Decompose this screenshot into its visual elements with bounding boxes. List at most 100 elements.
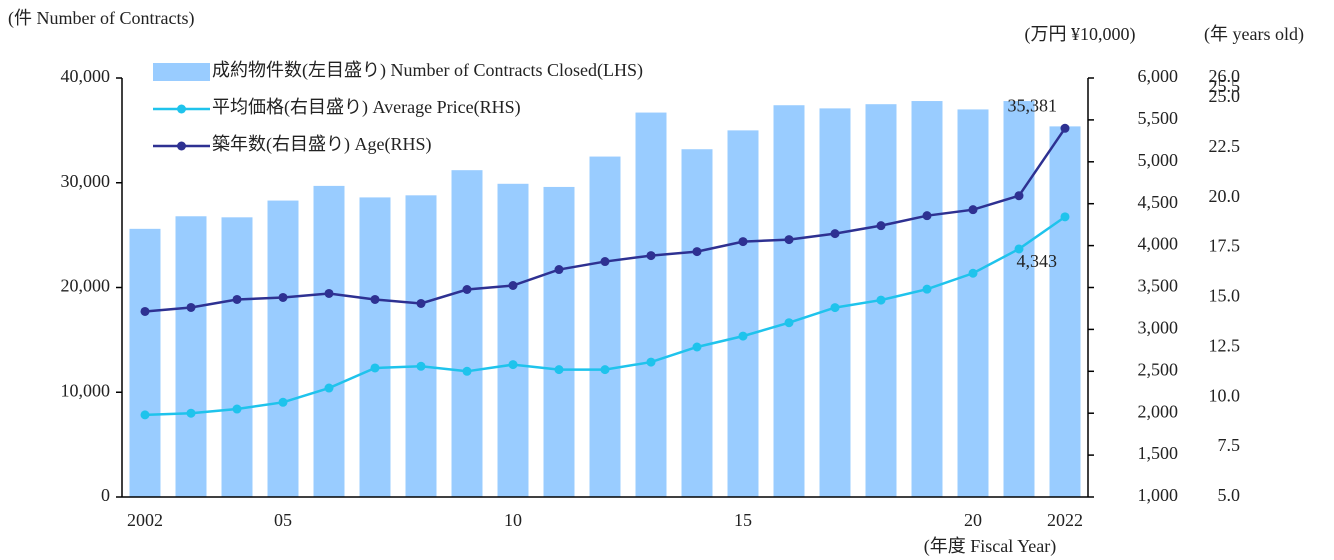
bar	[175, 216, 207, 497]
y3-axis-label: (年 years old)	[1204, 24, 1304, 45]
y3-tick-label: 26.0	[1209, 66, 1241, 86]
bar	[911, 101, 943, 498]
data-label: 4,343	[1017, 251, 1058, 271]
marker	[968, 205, 978, 215]
marker	[600, 365, 610, 375]
marker	[232, 294, 242, 304]
y3-tick-label: 22.5	[1209, 136, 1241, 156]
marker	[646, 357, 656, 367]
y3-tick-label: 7.5	[1218, 435, 1241, 455]
marker	[508, 281, 518, 291]
y-tick-label: 0	[101, 485, 110, 505]
x-tick-label: 2002	[127, 510, 163, 530]
marker	[830, 229, 840, 239]
y2-tick-label: 1,000	[1138, 485, 1179, 505]
marker	[462, 366, 472, 376]
bar	[773, 105, 805, 498]
marker	[324, 383, 334, 393]
marker	[922, 284, 932, 294]
marker	[370, 294, 380, 304]
marker	[416, 298, 426, 308]
marker	[646, 251, 656, 261]
y-axis-label: (件 Number of Contracts)	[8, 8, 194, 29]
y3-tick-label: 20.0	[1209, 186, 1241, 206]
bar	[405, 195, 437, 497]
y2-tick-label: 4,500	[1138, 192, 1179, 212]
data-label: 35,381	[1008, 96, 1058, 116]
y2-tick-label: 2,500	[1138, 359, 1179, 379]
bar	[267, 200, 299, 497]
marker	[692, 247, 702, 257]
y3-tick-label: 17.5	[1209, 236, 1241, 256]
y2-tick-label: 1,500	[1138, 443, 1179, 463]
marker	[278, 397, 288, 407]
marker	[968, 268, 978, 278]
y-tick-label: 10,000	[61, 380, 111, 400]
y3-tick-label: 25.0	[1209, 86, 1241, 106]
legend-label: 平均価格(右目盛り) Average Price(RHS)	[212, 97, 521, 118]
bar	[221, 217, 253, 497]
marker	[278, 292, 288, 302]
marker	[324, 288, 334, 298]
marker	[738, 331, 748, 341]
bar	[1049, 126, 1081, 497]
y2-tick-label: 4,000	[1138, 234, 1179, 254]
marker	[508, 360, 518, 370]
marker	[554, 365, 564, 375]
bar	[589, 156, 621, 497]
legend-swatch	[153, 63, 210, 81]
bar	[129, 228, 161, 497]
marker	[140, 410, 150, 420]
marker	[416, 361, 426, 371]
y2-tick-label: 6,000	[1138, 66, 1179, 86]
legend-label: 築年数(右目盛り) Age(RHS)	[212, 134, 431, 155]
bar	[451, 170, 483, 497]
y3-tick-label: 15.0	[1209, 286, 1241, 306]
bar	[543, 186, 575, 497]
legend-marker	[177, 104, 186, 114]
marker	[738, 237, 748, 247]
bar	[359, 197, 391, 498]
y2-tick-label: 5,500	[1138, 108, 1179, 128]
y2-tick-label: 5,000	[1138, 150, 1179, 170]
x-tick-label: 20	[964, 510, 982, 530]
marker	[692, 342, 702, 352]
marker	[784, 235, 794, 245]
x-tick-label: 15	[734, 510, 752, 530]
y2-tick-label: 3,000	[1138, 318, 1179, 338]
x-axis-label: (年度 Fiscal Year)	[924, 536, 1057, 557]
marker	[140, 306, 150, 316]
y2-tick-label: 3,500	[1138, 276, 1179, 296]
bar	[819, 108, 851, 497]
marker	[830, 303, 840, 313]
marker	[784, 318, 794, 328]
marker	[1060, 123, 1070, 133]
y2-axis-label: (万円 ¥10,000)	[1025, 24, 1136, 45]
bar	[497, 183, 529, 498]
marker	[600, 257, 610, 267]
legend-label: 成約物件数(左目盛り) Number of Contracts Closed(L…	[212, 60, 643, 81]
marker	[554, 265, 564, 275]
legend-marker	[177, 141, 186, 151]
marker	[370, 363, 380, 373]
bar	[681, 149, 713, 498]
marker	[1014, 244, 1024, 254]
marker	[232, 404, 242, 414]
x-tick-label: 2022	[1047, 510, 1083, 530]
x-tick-label: 10	[504, 510, 522, 530]
y-tick-label: 40,000	[61, 66, 111, 86]
marker	[1060, 212, 1070, 222]
y3-tick-label: 12.5	[1209, 335, 1241, 355]
marker	[462, 284, 472, 294]
bar	[957, 109, 989, 498]
bar	[1003, 101, 1035, 498]
y-tick-label: 30,000	[61, 171, 111, 191]
bar	[313, 185, 345, 497]
y3-tick-label: 25.5	[1209, 76, 1241, 96]
bar	[727, 130, 759, 497]
y2-tick-label: 2,000	[1138, 401, 1179, 421]
bar	[635, 112, 667, 497]
marker	[186, 408, 196, 418]
x-tick-label: 05	[274, 510, 292, 530]
